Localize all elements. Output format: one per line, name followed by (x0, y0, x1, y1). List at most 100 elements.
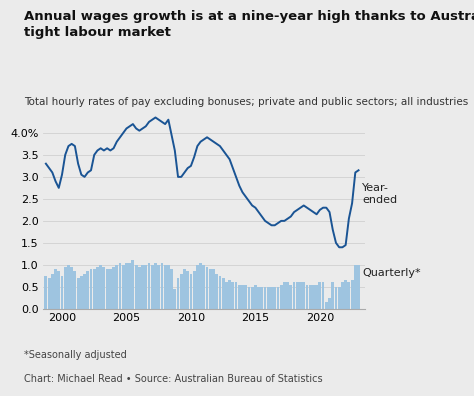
Text: *Seasonally adjusted: *Seasonally adjusted (24, 350, 127, 360)
Bar (186, 272, 189, 309)
Bar (296, 282, 299, 309)
Bar (270, 287, 273, 309)
Bar (80, 276, 83, 309)
Bar (280, 285, 283, 309)
Bar (357, 265, 360, 309)
Bar (335, 287, 337, 309)
Bar (183, 269, 186, 309)
Bar (51, 274, 54, 309)
Bar (276, 287, 279, 309)
Bar (83, 274, 86, 309)
Bar (315, 285, 318, 309)
Bar (215, 274, 218, 309)
Bar (257, 287, 260, 309)
Bar (112, 267, 115, 309)
Bar (344, 280, 347, 309)
Bar (319, 282, 321, 309)
Bar (302, 282, 305, 309)
Bar (45, 276, 47, 309)
Bar (309, 285, 311, 309)
Bar (244, 285, 247, 309)
Bar (292, 282, 295, 309)
Text: Year-
ended: Year- ended (363, 183, 398, 205)
Bar (90, 269, 92, 309)
Bar (190, 274, 192, 309)
Bar (54, 269, 57, 309)
Bar (67, 265, 70, 309)
Bar (141, 265, 144, 309)
Bar (231, 282, 234, 309)
Bar (86, 272, 89, 309)
Bar (151, 265, 154, 309)
Bar (164, 265, 166, 309)
Bar (61, 276, 64, 309)
Bar (138, 267, 141, 309)
Bar (128, 263, 131, 309)
Bar (286, 282, 289, 309)
Text: Annual wages growth is at a nine-year high thanks to Australia’s incredibly
tigh: Annual wages growth is at a nine-year hi… (24, 10, 474, 39)
Bar (125, 263, 128, 309)
Bar (70, 267, 73, 309)
Bar (290, 285, 292, 309)
Bar (131, 261, 134, 309)
Bar (354, 265, 357, 309)
Bar (64, 267, 67, 309)
Bar (115, 265, 118, 309)
Bar (173, 289, 176, 309)
Bar (157, 265, 160, 309)
Bar (196, 265, 199, 309)
Bar (241, 285, 244, 309)
Bar (306, 285, 309, 309)
Bar (264, 287, 266, 309)
Bar (161, 263, 164, 309)
Bar (312, 285, 315, 309)
Text: Total hourly rates of pay excluding bonuses; private and public sectors; all ind: Total hourly rates of pay excluding bonu… (24, 97, 468, 107)
Text: Chart: Michael Read • Source: Australian Bureau of Statistics: Chart: Michael Read • Source: Australian… (24, 374, 322, 384)
Bar (260, 287, 263, 309)
Bar (299, 282, 302, 309)
Bar (347, 282, 350, 309)
Bar (102, 267, 105, 309)
Bar (225, 282, 228, 309)
Bar (48, 278, 51, 309)
Bar (193, 272, 196, 309)
Bar (219, 276, 221, 309)
Bar (351, 280, 354, 309)
Bar (109, 269, 112, 309)
Bar (96, 267, 99, 309)
Bar (283, 282, 286, 309)
Bar (99, 265, 102, 309)
Bar (238, 285, 241, 309)
Bar (77, 278, 80, 309)
Bar (338, 287, 341, 309)
Bar (235, 282, 237, 309)
Bar (73, 272, 76, 309)
Bar (122, 265, 125, 309)
Bar (177, 278, 180, 309)
Bar (341, 282, 344, 309)
Bar (167, 265, 170, 309)
Bar (212, 269, 215, 309)
Bar (331, 282, 334, 309)
Bar (206, 267, 209, 309)
Bar (325, 302, 328, 309)
Bar (145, 265, 147, 309)
Bar (93, 269, 96, 309)
Bar (199, 263, 202, 309)
Bar (180, 274, 182, 309)
Bar (106, 269, 109, 309)
Bar (202, 265, 205, 309)
Bar (328, 298, 331, 309)
Bar (247, 287, 250, 309)
Bar (170, 269, 173, 309)
Bar (228, 280, 231, 309)
Bar (154, 263, 157, 309)
Text: Quarterly*: Quarterly* (363, 268, 421, 278)
Bar (251, 287, 254, 309)
Bar (254, 285, 257, 309)
Bar (222, 278, 225, 309)
Bar (267, 287, 270, 309)
Bar (135, 265, 137, 309)
Bar (57, 272, 60, 309)
Bar (273, 287, 276, 309)
